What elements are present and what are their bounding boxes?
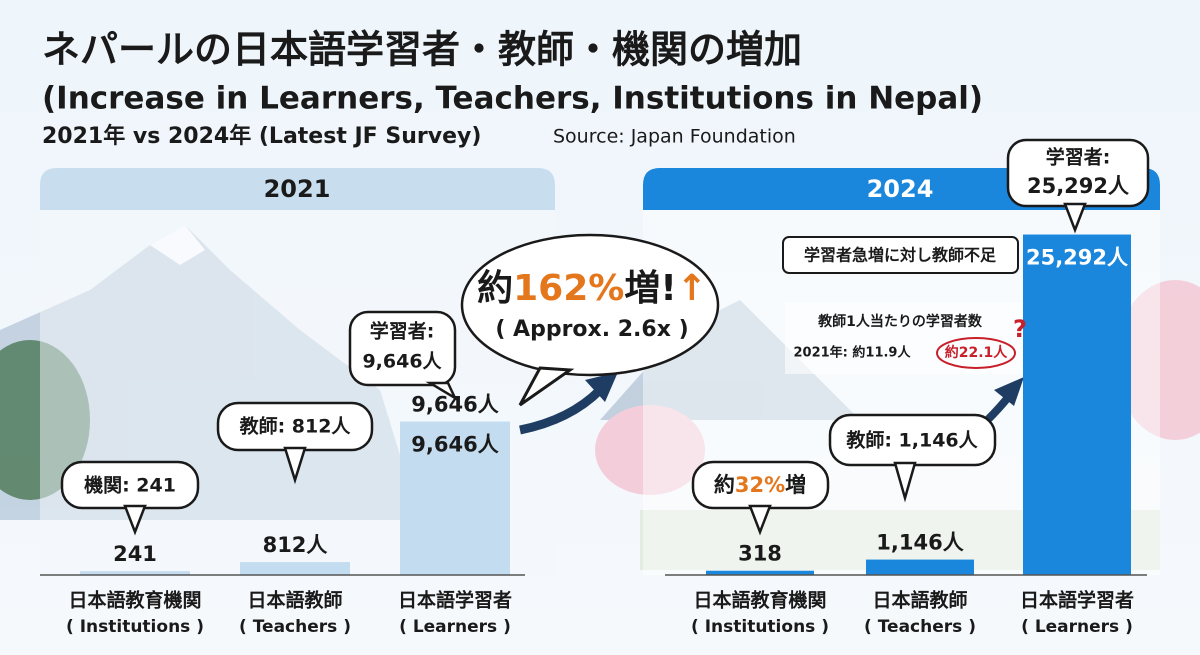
- category-label: 日本語教師: [872, 589, 967, 612]
- bar: [400, 421, 510, 575]
- value-label: 1,146人: [876, 531, 963, 555]
- panel-title: 2024: [867, 175, 934, 203]
- callout: 学習者:: [1046, 146, 1111, 169]
- category-label: 日本語教師: [247, 589, 342, 612]
- panel-header: [40, 168, 555, 210]
- arrow: [519, 386, 604, 435]
- bar: [1023, 234, 1131, 575]
- category-label-en: ( Institutions ): [691, 617, 829, 637]
- bubble: [460, 233, 720, 377]
- bubble-tail: [425, 381, 458, 402]
- category-label-en: ( Learners ): [1021, 617, 1133, 637]
- growth-note: ( Approx. 2.6x ): [495, 317, 688, 342]
- title: ネパールの日本語学習者・教師・機関の増加: [42, 28, 802, 72]
- bar: [706, 570, 814, 575]
- callout: 教師: 1,146人: [846, 429, 978, 452]
- comparison: 2021年 vs 2024年 (Latest JF Survey): [42, 123, 481, 149]
- source: Source: Japan Foundation: [553, 126, 796, 148]
- ratio-2024: 約22.1人: [945, 344, 1009, 361]
- arrow-head: [585, 372, 618, 402]
- note: 学習者急増に対し教師不足: [804, 246, 997, 265]
- category-label-en: ( Teachers ): [864, 617, 976, 637]
- callout-part: 増: [785, 473, 806, 497]
- value-label: 812人: [263, 533, 328, 557]
- bar: [240, 562, 350, 575]
- value-label: 9,646人: [411, 433, 498, 457]
- category-label: 日本語学習者: [398, 589, 512, 612]
- bar: [866, 559, 974, 575]
- ratio-2024-text: 約22.1人: [945, 344, 1009, 361]
- category-label: 日本語教育機関: [68, 589, 201, 612]
- category-label-en: ( Institutions ): [66, 617, 204, 637]
- callout-part: 約: [714, 473, 735, 497]
- bubble-tail: [283, 446, 307, 485]
- ratio-title: 教師1人当たりの学習者数: [818, 313, 983, 330]
- question-mark: ?: [1013, 315, 1027, 343]
- callout-part: 32%: [735, 473, 785, 497]
- bubble-tail: [1063, 202, 1087, 234]
- subtitle: (Increase in Learners, Teachers, Institu…: [42, 81, 983, 117]
- bubble-tail: [518, 366, 575, 407]
- bar: [80, 571, 190, 575]
- ratio-2021: 2021年: 約11.9人: [794, 345, 912, 361]
- callout: 教師: 812人: [240, 415, 352, 438]
- bubble-tail: [123, 504, 147, 536]
- value-label: 241: [113, 542, 157, 566]
- category-label-en: ( Learners ): [399, 617, 511, 637]
- growth-part: 増!: [624, 268, 676, 309]
- callout: 学習者:: [370, 320, 435, 343]
- growth-part: ↑: [677, 268, 707, 309]
- note-box: [782, 236, 1019, 274]
- value-label: 318: [738, 542, 782, 566]
- bubble-tail: [893, 461, 917, 503]
- category-label: 日本語学習者: [1020, 589, 1134, 612]
- category-label-en: ( Teachers ): [239, 617, 351, 637]
- bubble: [348, 310, 457, 387]
- callouts: 機関: 241 教師: 812人 学習者: 9,646人 約162%増!↑ ( …: [60, 138, 1150, 536]
- highlight: [936, 337, 1016, 369]
- callout: 機関: 241: [84, 474, 176, 497]
- growth-part: 162%: [513, 268, 624, 309]
- value-label: 25,292人: [1026, 246, 1128, 270]
- callout: 25,292人: [1027, 174, 1129, 198]
- panel-title: 2021: [264, 175, 331, 203]
- callout: 約32%増: [714, 473, 806, 497]
- category-label: 日本語教育機関: [693, 589, 826, 612]
- arrow-head: [994, 377, 1024, 406]
- bubble-tail: [748, 504, 772, 536]
- growth-part: 約: [477, 268, 513, 309]
- growth: 約162%増!↑: [477, 268, 707, 309]
- callout: 9,646人: [362, 351, 442, 373]
